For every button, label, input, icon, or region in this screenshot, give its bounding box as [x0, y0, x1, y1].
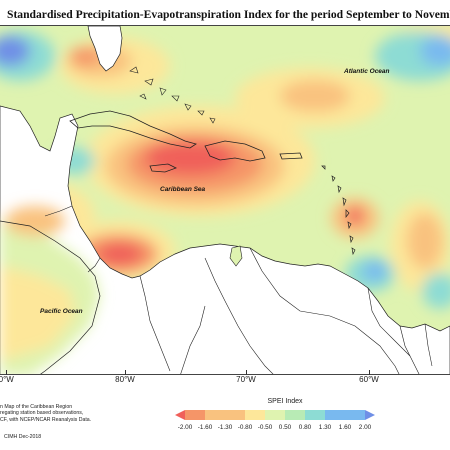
- legend-swatch-mild-wet: [285, 410, 305, 420]
- legend-swatch-near-normal: [265, 410, 285, 420]
- lon-tick-80w: [125, 370, 126, 375]
- cuba-outline: [69, 110, 197, 149]
- atlantic-ocean-label: Atlantic Ocean: [344, 68, 390, 75]
- credit-line-3: CF, with NCEP/NCAR Reanalysis Data.: [0, 416, 92, 423]
- lake-maracaibo: [229, 245, 243, 267]
- legend-labels: -2.00 -1.60 -1.30 -0.80 -0.50 0.50 0.80 1.30 1.6…: [178, 424, 373, 434]
- lon-tick-90w: [6, 370, 7, 375]
- pacific-ocean-label: Pacific Ocean: [40, 308, 83, 315]
- puerto-rico-outline: [279, 152, 303, 160]
- lon-label-60w: 60°W: [359, 375, 379, 384]
- legend-swatch-moderate-dry-1: [205, 410, 225, 420]
- map-credits: n Map of the Caribbean Region regating s…: [0, 404, 150, 423]
- legend-label: 1.30: [318, 424, 332, 431]
- legend-swatch-moderate-dry-2: [225, 410, 245, 420]
- lon-label-80w: 80°W: [115, 375, 135, 384]
- legend-label: -0.50: [257, 424, 273, 431]
- legend-swatch-severe-dry: [185, 410, 205, 420]
- map-canvas: [0, 26, 450, 374]
- credit-date: CIMH Dec-2018: [4, 434, 42, 440]
- pacific-coastline: [0, 220, 101, 374]
- legend-label: -1.60: [197, 424, 213, 431]
- land-masses: [0, 26, 450, 374]
- caribbean-sea-label: Caribbean Sea: [160, 186, 206, 193]
- legend-arrow-wet: [365, 410, 375, 420]
- credit-line-1: n Map of the Caribbean Region: [0, 404, 73, 410]
- legend-arrow-dry: [175, 410, 185, 420]
- pacific-field: [0, 206, 100, 374]
- lon-label-70w: 70°W: [236, 375, 256, 384]
- legend-label: 0.50: [278, 424, 292, 431]
- legend-label: 2.00: [358, 424, 372, 431]
- lon-label-90w: 90°W: [0, 375, 14, 384]
- florida-landmass: [87, 26, 123, 72]
- credit-line-2: regating station based observations,: [0, 410, 84, 417]
- lesser-antilles-outline: [321, 165, 356, 256]
- legend-label: 1.60: [338, 424, 352, 431]
- legend-colorbar: [175, 410, 375, 420]
- lon-tick-60w: [369, 370, 370, 375]
- bahamas-outline: [129, 66, 216, 124]
- legend-swatch-severe-wet-2: [345, 410, 365, 420]
- country-borders: [44, 205, 433, 374]
- legend-label: 0.80: [298, 424, 312, 431]
- legend-label: -0.80: [237, 424, 253, 431]
- legend-title: SPEI Index: [267, 398, 303, 405]
- mainland-landmass: [0, 105, 450, 374]
- legend-swatch-moderate-wet: [305, 410, 325, 420]
- hispaniola-outline: [204, 140, 266, 162]
- jamaica-outline: [149, 163, 178, 173]
- legend-swatch-mild-dry: [245, 410, 265, 420]
- spei-contours: [0, 26, 450, 309]
- lon-tick-70w: [246, 370, 247, 375]
- spei-map: Atlantic Ocean Caribbean Sea Pacific Oce…: [0, 25, 450, 375]
- map-title: Standardised Precipitation-Evapotranspir…: [7, 8, 450, 21]
- legend-label: -2.00: [177, 424, 193, 431]
- legend-label: -1.30: [217, 424, 233, 431]
- legend-swatch-severe-wet-1: [325, 410, 345, 420]
